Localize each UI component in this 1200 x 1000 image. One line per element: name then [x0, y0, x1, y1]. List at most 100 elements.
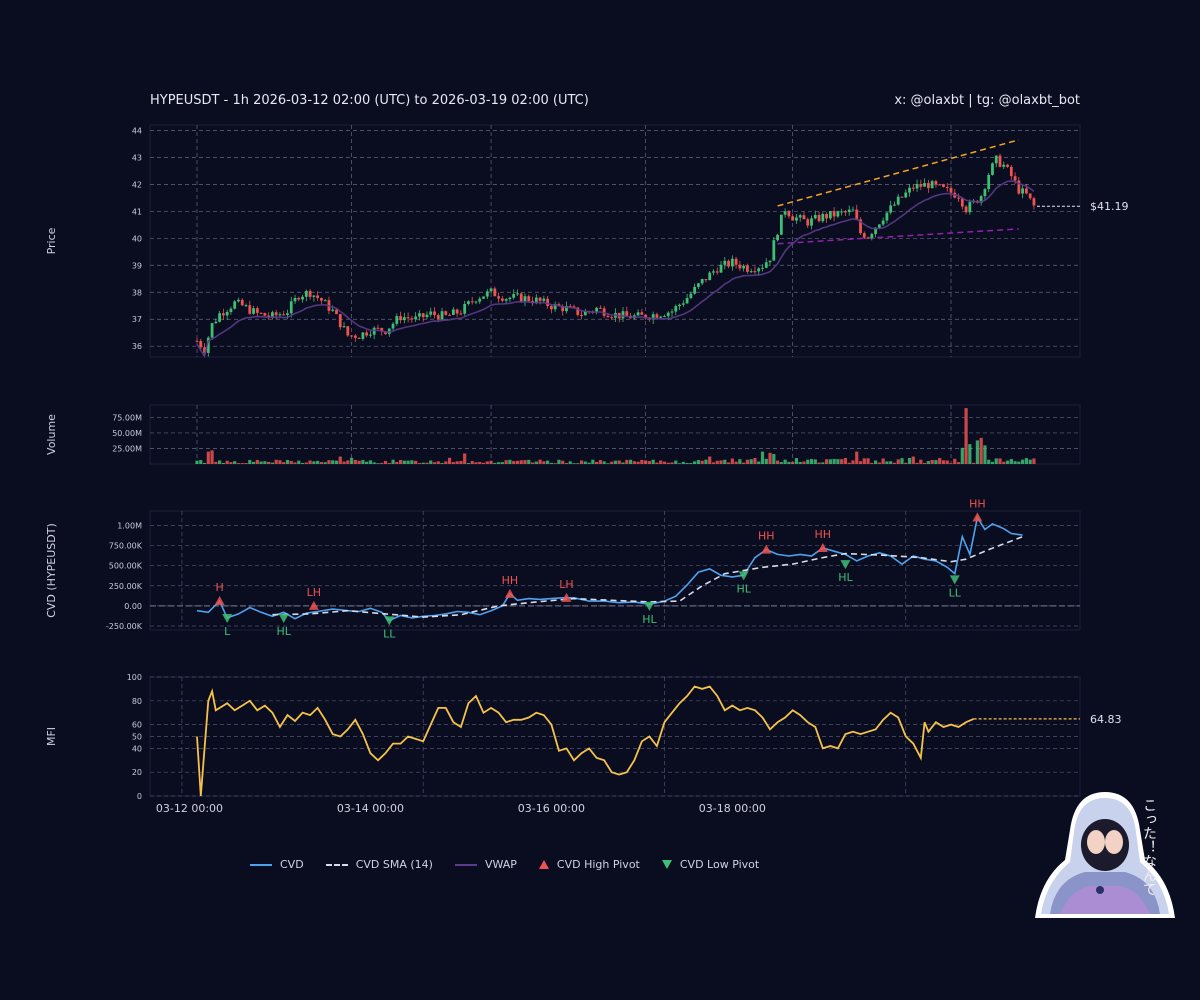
candle-body	[361, 332, 365, 339]
candle-body	[376, 327, 380, 329]
volume-bar	[595, 461, 599, 464]
volume-bar	[572, 463, 576, 464]
candle-body	[244, 305, 248, 307]
volume-bar	[466, 463, 471, 464]
candle-body	[523, 296, 527, 302]
candle-body	[316, 295, 320, 299]
candle-body	[255, 308, 259, 313]
pivot-low-marker	[840, 560, 851, 570]
volume-bar	[300, 462, 305, 464]
volume-bar	[1021, 459, 1025, 464]
volume-bar	[429, 460, 433, 464]
mfi-tick-4: 60	[132, 721, 142, 730]
volume-bar	[229, 462, 233, 464]
candle-body	[960, 198, 964, 207]
volume-bar	[327, 460, 331, 464]
legend-item-cvd-sma: CVD SMA (14)	[325, 858, 433, 871]
candle-body	[274, 312, 278, 316]
resistance-trendline	[777, 139, 1020, 207]
mfi-tick-5: 80	[132, 697, 142, 706]
volume-bar	[414, 460, 418, 464]
volume-bar	[463, 453, 467, 464]
volume-bar	[998, 458, 1002, 464]
volume-bar	[530, 462, 535, 464]
volume-bar	[806, 459, 810, 464]
candle-body	[893, 204, 896, 206]
mfi-tick-1: 20	[132, 768, 142, 777]
volume-bar	[798, 462, 802, 464]
candle-body	[448, 314, 451, 316]
chart-title: HYPEUSDT - 1h 2026-03-12 02:00 (UTC) to …	[150, 93, 589, 108]
candle-body	[787, 211, 791, 217]
volume-bar	[338, 456, 342, 464]
candle-body	[278, 314, 282, 316]
pivot-high-marker	[817, 542, 828, 552]
candle-body	[233, 301, 237, 309]
candle-body	[640, 312, 644, 315]
pivot-high-marker	[972, 512, 983, 522]
volume-bar	[900, 458, 904, 464]
legend-label-cvd: CVD	[280, 858, 304, 871]
volume-bar	[202, 462, 207, 464]
volume-bar	[817, 462, 821, 464]
candle-body	[1009, 166, 1013, 177]
volume-bar	[406, 460, 410, 464]
volume-bar	[267, 461, 271, 464]
volume-bar	[255, 459, 259, 464]
volume-bar	[990, 461, 995, 464]
volume-bar	[214, 461, 218, 464]
chart-legend: CVD CVD SMA (14) VWAP CVD High Pivot CVD…	[250, 858, 759, 871]
candle-body	[538, 297, 542, 301]
volume-bar	[210, 450, 214, 464]
pivot-high-label: HH	[758, 530, 775, 543]
volume-tick-0: 25.00M	[112, 444, 142, 453]
candle-body	[1002, 164, 1006, 167]
candle-body	[527, 296, 531, 302]
pivot-low-marker	[384, 616, 395, 626]
volume-bar	[738, 459, 742, 464]
volume-bar	[734, 461, 738, 464]
cvd-tick-2: 250.00K	[109, 582, 143, 591]
x-tick-2: 03-16 00:00	[518, 802, 585, 815]
candle-body	[1021, 188, 1025, 194]
volume-bar	[968, 444, 972, 464]
candle-body	[813, 214, 817, 219]
panel-frame-3	[149, 510, 1081, 631]
volume-bar	[440, 462, 444, 464]
candle-body	[855, 209, 859, 220]
candle-body	[791, 216, 795, 221]
volume-bar	[425, 462, 429, 464]
price-tick-5: 41	[132, 207, 142, 216]
pivot-low-label: LL	[949, 586, 962, 599]
volume-bar	[534, 461, 538, 464]
candle-body	[991, 163, 994, 175]
candle-body	[889, 205, 893, 213]
candle-body	[727, 260, 730, 267]
volume-bar	[270, 462, 274, 464]
candle-body	[470, 301, 474, 303]
candle-body	[576, 307, 580, 315]
volume-bar	[1032, 458, 1036, 464]
volume-bar	[881, 458, 885, 464]
candle-body	[267, 315, 271, 317]
candle-body	[930, 181, 934, 189]
candle-body	[335, 309, 338, 315]
cvd-line	[196, 515, 1023, 622]
candle-body	[806, 219, 810, 226]
volume-bar	[983, 445, 987, 464]
pivot-high-label: LH	[559, 578, 573, 591]
volume-bar	[783, 459, 787, 464]
volume-bar	[930, 459, 934, 464]
volume-bar	[730, 458, 734, 464]
volume-bar	[723, 459, 727, 464]
mfi-tick-6: 100	[127, 673, 142, 682]
candle-body	[252, 308, 255, 314]
candle-body	[516, 293, 519, 295]
volume-bar	[862, 458, 866, 464]
candle-body	[723, 260, 727, 265]
candle-body	[715, 271, 719, 273]
volume-bar	[941, 460, 946, 464]
volume-bar	[677, 463, 682, 464]
volume-bar	[334, 460, 339, 464]
